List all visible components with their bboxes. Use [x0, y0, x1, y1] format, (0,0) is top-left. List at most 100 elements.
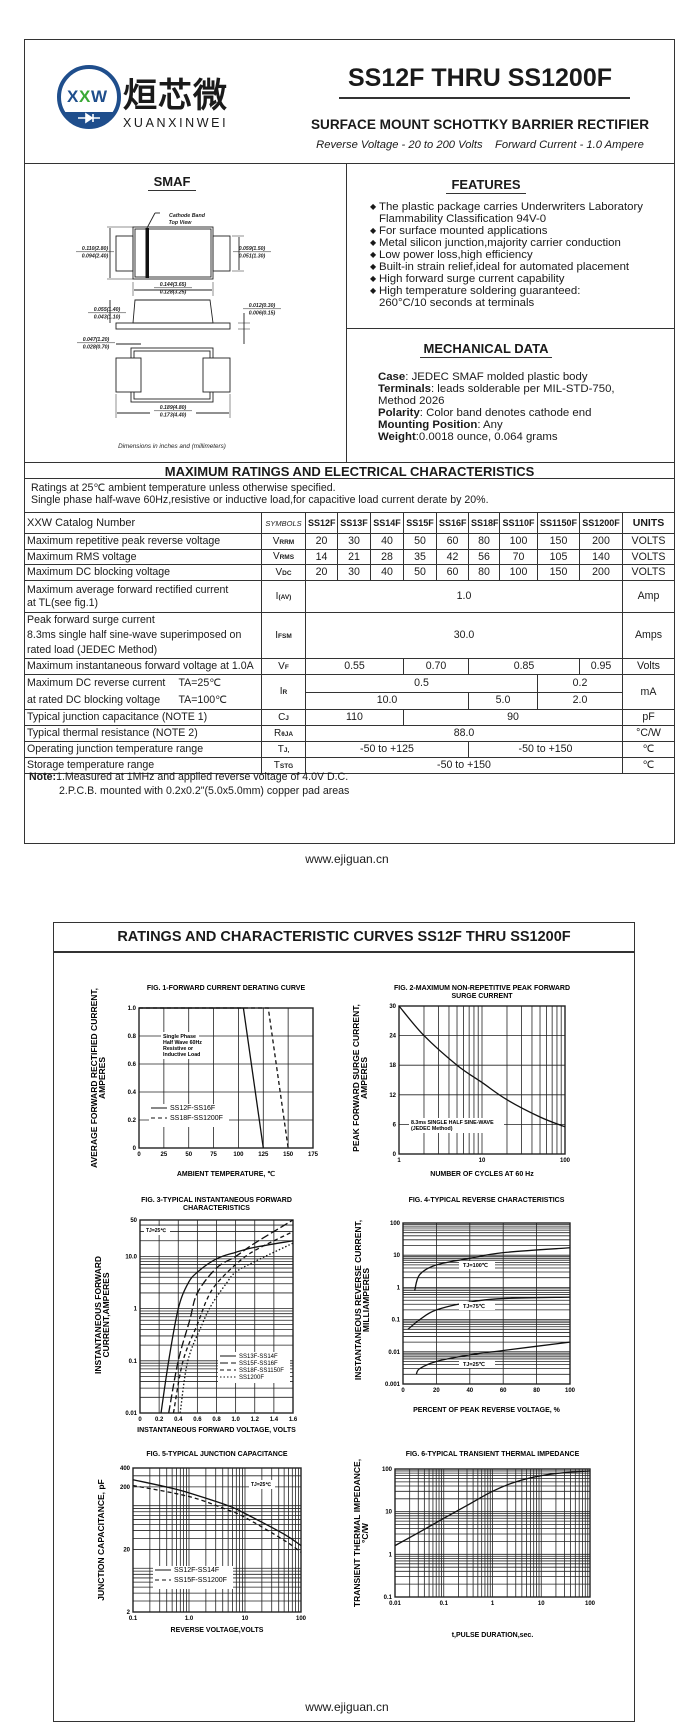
x-tick-label: 1.0 [231, 1417, 240, 1423]
mech-item: Terminals: leads solderable per MIL-STD-… [378, 383, 615, 407]
row-label: Maximum average forward rectified curren… [24, 580, 262, 613]
product-title: SS12F THRU SS1200F [348, 64, 612, 92]
chart-annotation: TJ=25℃ [251, 1481, 271, 1488]
y-tick-label: 6 [393, 1122, 397, 1128]
title-underline [339, 97, 630, 99]
dimension-label: 0.128(3.25) [160, 290, 187, 296]
dimension-label: 0.189(4.80) [160, 405, 187, 411]
brand-name-en: XUANXINWEI [123, 116, 229, 130]
feature-item: ◆ Metal silicon junction,majority carrier… [370, 237, 621, 249]
x-tick-label: 0.1 [129, 1616, 138, 1622]
chart-annotation: 8.3ms SINGLE HALF SINE-WAVE [411, 1120, 494, 1126]
table-row: 10.0 5.0 2.0 [25, 691, 675, 710]
x-tick-label: 80 [533, 1388, 540, 1394]
dimension-label: 0.012(0.30) [249, 303, 276, 309]
y-tick-label: 10.0 [125, 1254, 137, 1260]
chart-annotation: Single Phase [163, 1034, 196, 1040]
legend-box [153, 1566, 233, 1589]
row-unit: VOLTS [622, 564, 675, 581]
panel-divider [346, 163, 347, 462]
x-tick-label: 0.4 [174, 1417, 183, 1423]
dimension-label: 0.047(1.20) [83, 337, 110, 343]
x-tick-label: 0 [137, 1152, 141, 1158]
curves-title: RATINGS AND CHARACTERISTIC CURVES SS12F … [117, 929, 571, 945]
curve-label-bg [459, 1360, 495, 1368]
y-tick-label: 2 [127, 1610, 131, 1616]
x-tick-label: 0.8 [212, 1417, 221, 1423]
bullet-icon: ◆ [370, 238, 377, 247]
ratings-title: MAXIMUM RATINGS AND ELECTRICAL CHARACTER… [164, 464, 535, 479]
feature-item: ◆ Low power loss,high efficiency [370, 249, 533, 261]
x-tick-label: 100 [560, 1158, 571, 1164]
package-title: SMAF [148, 174, 196, 191]
chart-annotation: Inductive Load [163, 1052, 200, 1058]
chart-annotation: (JEDEC Method) [411, 1126, 453, 1132]
table-row: Storage temperature range TSTG -50 to +1… [24, 757, 675, 774]
y-tick-label: 0.1 [384, 1595, 393, 1601]
table-row: Maximum repetitive peak reverse voltage V… [24, 533, 675, 550]
curve-label: TJ=75℃ [463, 1303, 486, 1310]
chart-title: SURGE CURRENT [451, 993, 513, 1000]
x-tick-label: 0 [138, 1417, 142, 1423]
row-unit: mA [622, 674, 675, 710]
series-line [179, 1242, 294, 1414]
y-tick-label: 1.0 [128, 1006, 137, 1012]
chart-title: FIG. 3-TYPICAL INSTANTANEOUS FORWARD [141, 1197, 292, 1204]
chart-title: FIG. 5-TYPICAL JUNCTION CAPACITANCE [146, 1451, 288, 1458]
cell-value: 150 [537, 533, 580, 550]
ratings-title-divider [24, 478, 675, 479]
row-symbol: I(AV) [261, 580, 306, 613]
footer-url-page2[interactable]: www.ejiguan.cn [305, 1700, 389, 1714]
annotation-box [249, 1480, 275, 1489]
chart-annotation: TJ=25℃ [146, 1227, 166, 1234]
svg-text:X: X [79, 87, 91, 106]
spec-line: Reverse Voltage - 20 to 200 Volts Forwar… [316, 139, 644, 151]
row-label: Maximum DC reverse current TA=25℃ at rate… [24, 674, 262, 710]
ratings-table: XXW Catalog Number SYMBOLS SS12F SS13F S… [24, 512, 675, 774]
chart-title: FIG. 6-TYPICAL TRANSIENT THERMAL IMPEDAN… [406, 1451, 580, 1458]
x-tick-label: 0.2 [155, 1417, 164, 1423]
y-tick-label: 0.1 [392, 1318, 401, 1324]
ratings-conditions: Ratings at 25℃ ambient temperature unles… [31, 482, 489, 506]
x-tick-label: 100 [233, 1152, 244, 1158]
feature-item: ◆ High forward surge current capability [370, 273, 565, 285]
table-row: Operating junction temperature range TJ,… [24, 741, 675, 758]
y-tick-label: 12 [389, 1093, 396, 1099]
cell-value: -50 to +150 [305, 757, 623, 774]
x-axis-label: INSTANTANEOUS FORWARD VOLTAGE, VOLTS [137, 1427, 296, 1434]
y-tick-label: 30 [389, 1004, 396, 1010]
bullet-icon: ◆ [370, 262, 377, 271]
y-tick-label: 100 [382, 1467, 393, 1473]
top-view-label: Top View [169, 220, 193, 226]
x-tick-label: 125 [258, 1152, 269, 1158]
y-tick-label: 10 [393, 1253, 400, 1259]
legend-box [149, 1104, 229, 1127]
table-header-row: XXW Catalog Number SYMBOLS SS12F SS13F S… [24, 512, 675, 534]
legend-box [218, 1352, 290, 1383]
y-tick-label: 1 [389, 1552, 393, 1558]
row-label: Storage temperature range [24, 757, 262, 774]
dimension-label: 0.043(1.10) [94, 315, 121, 321]
row-unit: Amps [622, 612, 675, 659]
header-divider [24, 163, 675, 164]
ratings-top-divider [24, 462, 675, 463]
x-tick-label: 1.0 [185, 1616, 194, 1622]
y-tick-label: 24 [389, 1034, 396, 1040]
footer-url[interactable]: www.ejiguan.cn [305, 852, 389, 866]
dimension-label: 0.173(4.40) [160, 413, 187, 419]
mech-item: Case: JEDEC SMAF molded plastic body [378, 371, 588, 383]
series-line [139, 1007, 289, 1149]
y-axis-label: CURRENT,AMPERES [101, 1272, 111, 1357]
bullet-icon: ◆ [370, 286, 377, 295]
chart-fig-6: FIG. 6-TYPICAL TRANSIENT THERMAL IMPEDAN… [352, 1451, 596, 1639]
package-outline-drawing: Cathode Band Top View 0.110(2.80) 0.094(2… [76, 212, 281, 450]
x-tick-label: 175 [308, 1152, 319, 1158]
series-line [139, 1007, 264, 1149]
row-label: Maximum RMS voltage [24, 549, 262, 565]
notes-block: Note:1.Measured at 1MHz and applied reve… [29, 771, 349, 798]
legend-label: SS18F-SS1150F [239, 1368, 284, 1374]
features-title: FEATURES [446, 177, 526, 194]
annotation-box [409, 1118, 504, 1133]
